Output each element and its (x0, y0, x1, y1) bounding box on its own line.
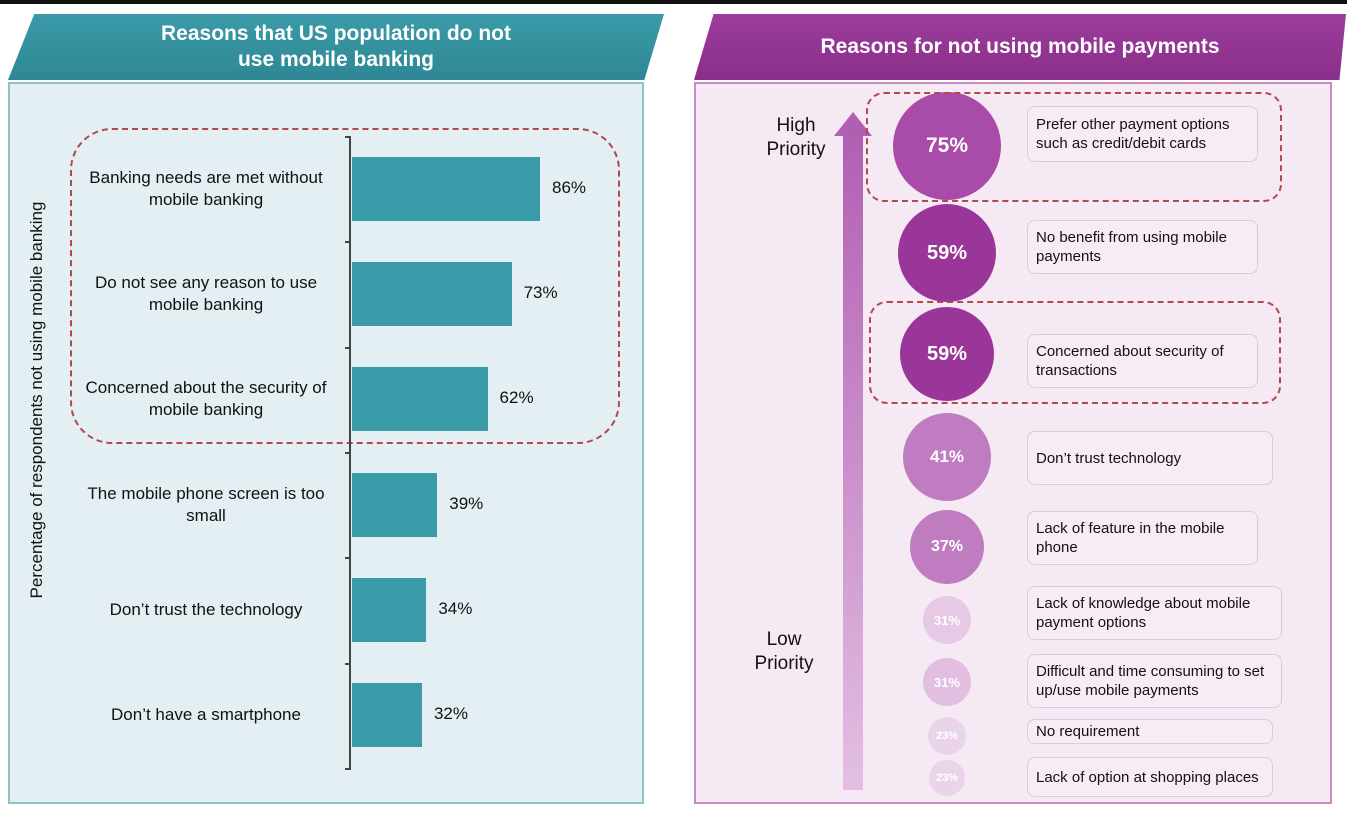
value-label: 62% (499, 388, 534, 408)
priority-arrow-shaft (843, 134, 863, 790)
bar (352, 261, 512, 326)
reason-label: Lack of knowledge about mobile payment o… (1027, 586, 1282, 640)
bar (352, 472, 438, 537)
priority-bubble: 23% (929, 760, 965, 796)
priority-bubble: 75% (893, 92, 1001, 200)
reason-label: No benefit from using mobile payments (1027, 220, 1258, 274)
category-label: Don’t have a smartphone (111, 705, 301, 725)
category-label: Do not see any reason to use mobile bank… (94, 272, 318, 314)
axis-tick (345, 451, 351, 454)
value-label: 86% (552, 177, 587, 197)
reason-label: Lack of feature in the mobile phone (1027, 511, 1258, 565)
reason-label: No requirement (1027, 719, 1273, 744)
reason-label: Prefer other payment options such as cre… (1027, 106, 1258, 162)
bar (352, 156, 540, 221)
axis-tick (345, 136, 351, 138)
low-priority-label: Low Priority (754, 629, 814, 674)
reason-label: Difficult and time consuming to set up/u… (1027, 654, 1282, 708)
top-rule (0, 0, 1347, 4)
value-label: 34% (438, 598, 473, 618)
value-label: 73% (523, 282, 558, 302)
axis-tick (345, 557, 351, 560)
highlight-outline (869, 301, 1281, 404)
axis-tick (345, 346, 351, 349)
value-label: 39% (449, 493, 484, 513)
left-header-banner (8, 14, 664, 80)
priority-bubble: 41% (903, 413, 991, 501)
bar (352, 577, 427, 642)
high-priority-label: High Priority (766, 115, 826, 160)
category-label: Don’t trust the technology (109, 599, 303, 619)
axis-tick (345, 241, 351, 244)
reason-label: Concerned about security of transactions (1027, 334, 1258, 388)
priority-bubble: 31% (923, 596, 971, 644)
bar (352, 683, 422, 748)
axis-tick (345, 662, 351, 665)
priority-bubble: 31% (923, 658, 971, 706)
right-chart-title: Reasons for not using mobile payments (820, 35, 1220, 58)
category-label: The mobile phone screen is too small (87, 483, 325, 525)
reason-label: Lack of option at shopping places (1027, 757, 1273, 797)
bar (352, 367, 488, 432)
reason-label: Don’t trust technology (1027, 431, 1273, 485)
priority-bubble: 23% (928, 717, 966, 755)
left-highlight-outline (70, 128, 620, 444)
highlight-outline (866, 92, 1282, 202)
right-header-banner (694, 14, 1346, 80)
left-chart-title: Reasons that US population do not use mo… (161, 22, 511, 71)
value-label: 32% (433, 704, 468, 724)
priority-arrow-head (834, 112, 872, 136)
category-label: Banking needs are met without mobile ban… (89, 167, 323, 209)
priority-bubble: 59% (898, 204, 996, 302)
y-axis-label: Percentage of respondents not using mobi… (27, 201, 46, 599)
priority-bubble: 37% (910, 510, 984, 584)
axis-tick (345, 767, 351, 770)
category-label: Concerned about the security of mobile b… (85, 378, 327, 420)
priority-bubble: 59% (900, 307, 994, 401)
